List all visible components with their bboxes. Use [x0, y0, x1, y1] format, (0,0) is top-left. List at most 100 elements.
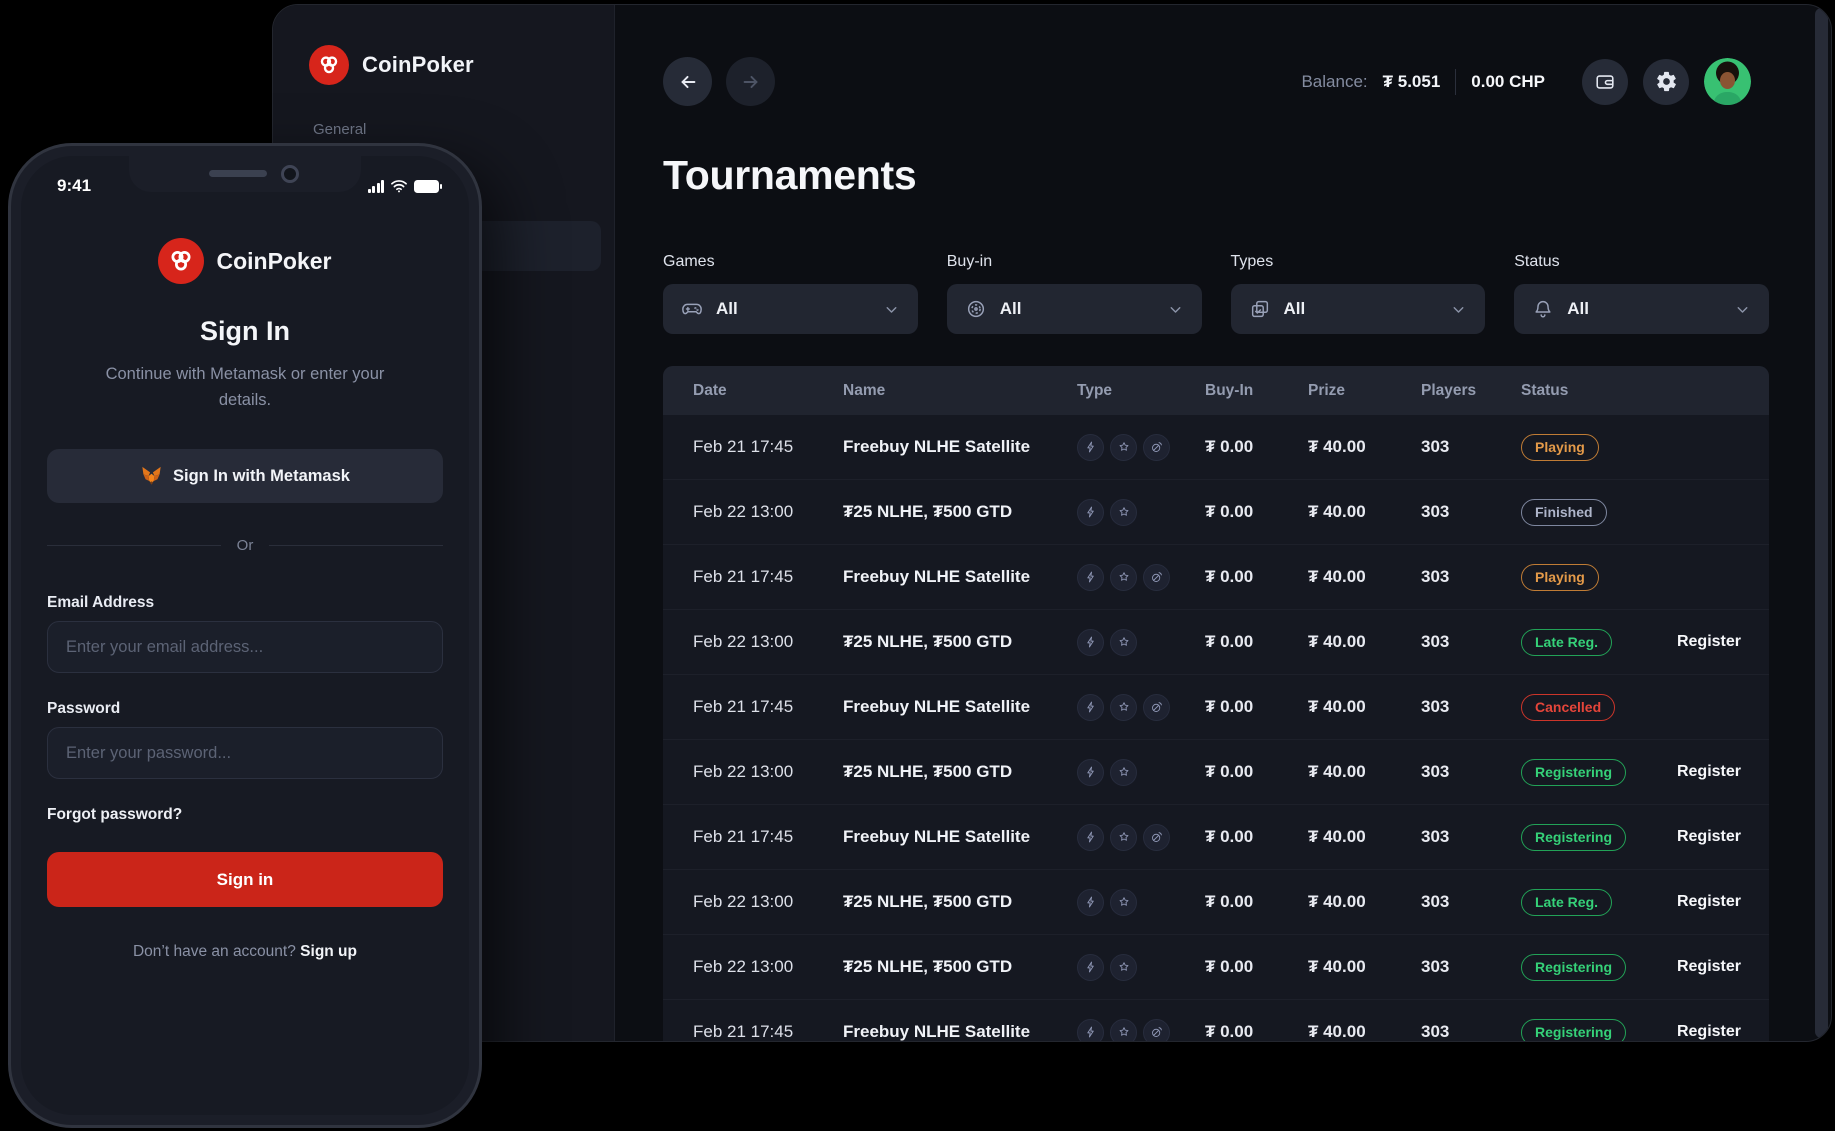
- name-cell: ₮25 NLHE, ₮500 GTD: [843, 632, 1013, 651]
- date-cell: Feb 21 17:45: [693, 1022, 794, 1041]
- name-cell: Freebuy NLHE Satellite: [843, 437, 1031, 456]
- prize-cell: ₮ 40.00: [1308, 957, 1366, 976]
- password-field[interactable]: [47, 727, 443, 779]
- gamepad-icon: [681, 298, 703, 320]
- name-cell: Freebuy NLHE Satellite: [843, 567, 1031, 586]
- filter-status: Status All: [1514, 253, 1769, 334]
- signin-button[interactable]: Sign in: [47, 852, 443, 907]
- table-row[interactable]: Feb 22 13:00 ₮25 NLHE, ₮500 GTD ₮ 0.00 ₮…: [663, 479, 1769, 544]
- star-icon: [1110, 498, 1137, 526]
- register-link[interactable]: Register: [1676, 1023, 1741, 1040]
- turbo-icon: [1077, 823, 1104, 851]
- table-row[interactable]: Feb 21 17:45 Freebuy NLHE Satellite ₮ 0.…: [663, 804, 1769, 869]
- buyin-cell: ₮ 0.00: [1205, 762, 1254, 781]
- chevron-down-icon: [883, 301, 900, 318]
- table-row[interactable]: Feb 22 13:00 ₮25 NLHE, ₮500 GTD ₮ 0.00 ₮…: [663, 869, 1769, 934]
- or-divider: Or: [47, 537, 444, 554]
- players-cell: 303: [1421, 632, 1450, 651]
- players-cell: 303: [1421, 762, 1450, 781]
- type-icons: [1077, 823, 1175, 851]
- register-link[interactable]: Register: [1676, 893, 1741, 910]
- forward-button[interactable]: [726, 57, 775, 106]
- back-button[interactable]: [663, 57, 712, 106]
- date-cell: Feb 22 13:00: [693, 762, 794, 781]
- table-header: Date Name Type Buy-In Prize Players Stat…: [663, 366, 1769, 415]
- filter-games-label: Games: [663, 253, 715, 270]
- date-cell: Feb 21 17:45: [693, 827, 794, 846]
- email-field[interactable]: [47, 621, 443, 673]
- filter-status-dropdown[interactable]: All: [1514, 284, 1769, 334]
- name-cell: Freebuy NLHE Satellite: [843, 697, 1031, 716]
- settings-gear-button[interactable]: [1643, 58, 1689, 105]
- topbar: Balance: ₮ 5.051 0.00 CHP: [663, 57, 1769, 106]
- status-badge: Cancelled: [1521, 693, 1616, 721]
- brand-name: CoinPoker: [362, 52, 474, 77]
- filter-buyin-dropdown[interactable]: All: [946, 284, 1202, 334]
- signup-row: Don’t have an account? Sign up: [47, 943, 443, 961]
- chevron-down-icon: [1167, 301, 1184, 318]
- table-row[interactable]: Feb 21 17:45 Freebuy NLHE Satellite ₮ 0.…: [663, 415, 1769, 479]
- chevron-down-icon: [1734, 301, 1751, 318]
- prize-cell: ₮ 40.00: [1308, 762, 1366, 781]
- buyin-cell: ₮ 0.00: [1205, 437, 1254, 456]
- col-buyin: Buy-In: [1205, 381, 1254, 399]
- star-icon: [1110, 563, 1137, 591]
- buyin-cell: ₮ 0.00: [1205, 697, 1254, 716]
- camera-icon: [281, 165, 299, 183]
- user-avatar[interactable]: [1704, 58, 1751, 105]
- status-badge: Finished: [1521, 498, 1607, 526]
- table-row[interactable]: Feb 21 17:45 Freebuy NLHE Satellite ₮ 0.…: [663, 674, 1769, 739]
- buyin-cell: ₮ 0.00: [1205, 632, 1254, 651]
- phone-mockup: 9:41 CoinPoker Sign In Continue with Met…: [8, 143, 482, 1128]
- filter-types-dropdown[interactable]: All: [1230, 284, 1486, 334]
- signup-link[interactable]: Sign up: [300, 943, 357, 960]
- status-badge: Late Reg.: [1521, 888, 1613, 916]
- filter-games: Games All: [663, 253, 918, 334]
- status-badge: Registering: [1521, 953, 1627, 981]
- type-icons: [1077, 1018, 1175, 1041]
- filter-buyin: Buy-in All: [946, 253, 1202, 334]
- forgot-password-link[interactable]: Forgot password?: [47, 806, 183, 823]
- prize-cell: ₮ 40.00: [1308, 632, 1366, 651]
- satellite-dish-icon: [1143, 693, 1170, 721]
- players-cell: 303: [1421, 892, 1450, 911]
- status-badge: Registering: [1521, 823, 1627, 851]
- table-row[interactable]: Feb 22 13:00 ₮25 NLHE, ₮500 GTD ₮ 0.00 ₮…: [663, 609, 1769, 674]
- page-title: Tournaments: [663, 152, 917, 198]
- password-label: Password: [47, 700, 121, 717]
- register-link[interactable]: Register: [1676, 828, 1741, 845]
- star-icon: [1110, 433, 1137, 461]
- table-row[interactable]: Feb 21 17:45 Freebuy NLHE Satellite ₮ 0.…: [663, 999, 1769, 1041]
- phone-status-bar: 9:41: [57, 176, 442, 196]
- balance-label: Balance:: [1301, 71, 1368, 91]
- copy-check-icon: [1249, 298, 1271, 320]
- metamask-signin-button[interactable]: Sign In with Metamask: [47, 449, 443, 503]
- table-row[interactable]: Feb 22 13:00 ₮25 NLHE, ₮500 GTD ₮ 0.00 ₮…: [663, 739, 1769, 804]
- filter-games-dropdown[interactable]: All: [663, 284, 918, 334]
- date-cell: Feb 22 13:00: [693, 957, 794, 976]
- filter-status-label: Status: [1514, 253, 1560, 270]
- main-content: Balance: ₮ 5.051 0.00 CHP Tournaments: [615, 5, 1831, 1041]
- table-row[interactable]: Feb 22 13:00 ₮25 NLHE, ₮500 GTD ₮ 0.00 ₮…: [663, 934, 1769, 999]
- star-icon: [1110, 1018, 1137, 1041]
- table-row[interactable]: Feb 21 17:45 Freebuy NLHE Satellite ₮ 0.…: [663, 544, 1769, 609]
- register-link[interactable]: Register: [1676, 958, 1741, 975]
- turbo-icon: [1077, 758, 1104, 786]
- register-link[interactable]: Register: [1676, 633, 1741, 650]
- register-link[interactable]: Register: [1676, 763, 1741, 780]
- satellite-dish-icon: [1143, 823, 1170, 851]
- filter-types-value: All: [1283, 299, 1306, 318]
- sidebar-section-label: General: [313, 121, 367, 138]
- star-icon: [1110, 628, 1137, 656]
- balance-group: Balance: ₮ 5.051 0.00 CHP: [1301, 58, 1751, 105]
- cell-signal-icon: [367, 179, 384, 193]
- turbo-icon: [1077, 498, 1104, 526]
- window-scrollbar[interactable]: [1815, 8, 1828, 1038]
- filter-games-value: All: [716, 299, 738, 318]
- type-icons: [1077, 953, 1175, 981]
- players-cell: 303: [1421, 437, 1450, 456]
- wallet-button[interactable]: [1582, 58, 1628, 105]
- status-badge: Playing: [1521, 563, 1599, 591]
- email-label: Email Address: [47, 594, 155, 611]
- turbo-icon: [1077, 1018, 1104, 1041]
